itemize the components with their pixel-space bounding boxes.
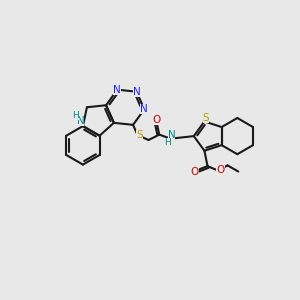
Text: N: N (133, 87, 140, 97)
Text: S: S (136, 130, 142, 140)
Text: N: N (168, 130, 176, 140)
Text: H: H (73, 111, 80, 120)
Text: H: H (164, 138, 171, 147)
Text: N: N (140, 104, 148, 114)
Text: O: O (217, 165, 225, 175)
Text: S: S (203, 112, 209, 123)
Text: N: N (113, 85, 121, 95)
Text: N: N (77, 116, 85, 126)
Text: O: O (190, 167, 199, 177)
Text: O: O (152, 115, 160, 125)
